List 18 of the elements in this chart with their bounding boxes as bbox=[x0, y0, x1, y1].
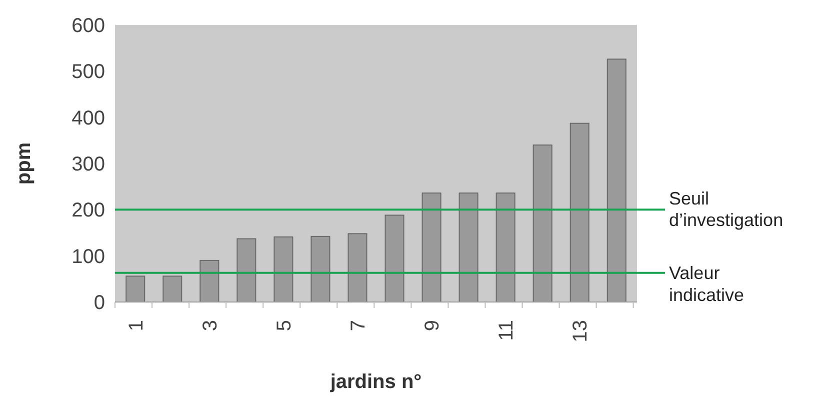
y-tick-label: 300 bbox=[72, 154, 105, 176]
y-tick-label: 200 bbox=[72, 200, 105, 222]
x-axis-title: jardins n° bbox=[329, 371, 422, 393]
y-tick-label: 500 bbox=[72, 61, 105, 84]
x-tick-label: 7 bbox=[347, 320, 370, 332]
x-tick-label: 9 bbox=[422, 320, 444, 332]
x-tick-label: 11 bbox=[496, 320, 518, 341]
y-axis-title: ppm bbox=[13, 142, 35, 185]
ref-line-label: Valeur indicative bbox=[669, 263, 744, 305]
y-tick-label: 100 bbox=[72, 246, 105, 268]
x-tick-label: 13 bbox=[570, 320, 592, 342]
x-tick-label: 5 bbox=[273, 320, 296, 332]
x-tick-label: 1 bbox=[125, 320, 148, 332]
ref-line-label: Seuil d’investigation bbox=[669, 188, 784, 230]
y-tick-label: 0 bbox=[94, 292, 105, 314]
y-tick-label: 400 bbox=[72, 107, 105, 130]
x-tick-label: 3 bbox=[199, 320, 222, 332]
y-tick-label: 600 bbox=[72, 15, 105, 37]
